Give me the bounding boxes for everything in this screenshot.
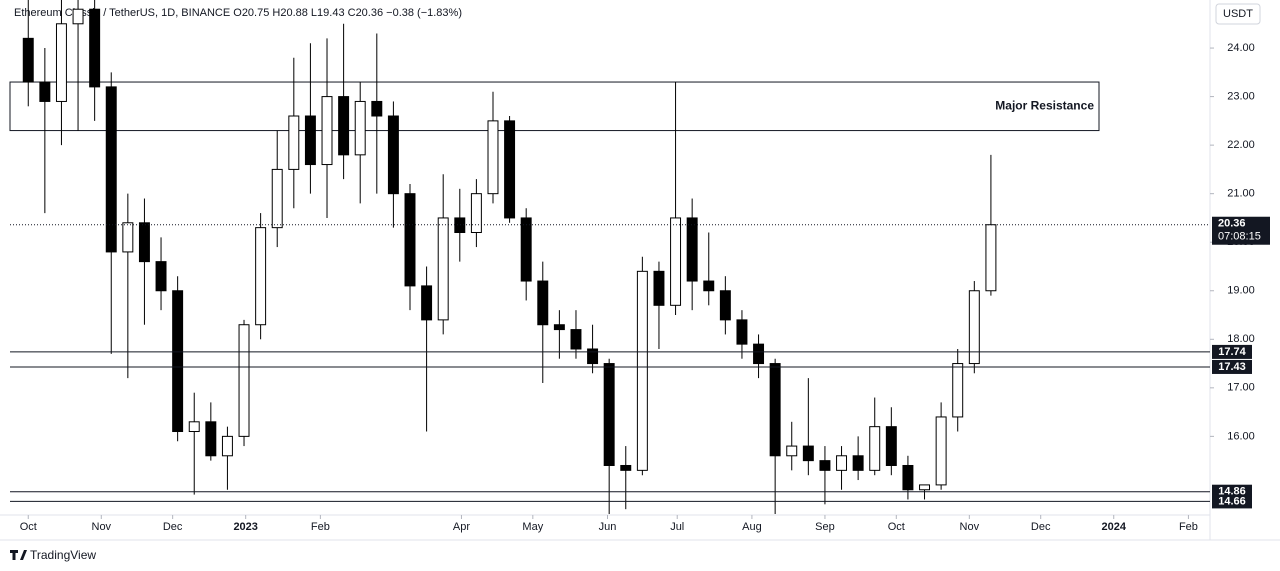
x-tick-label: Sep — [815, 521, 835, 533]
level-label: 17.43 — [1218, 361, 1246, 373]
candle-body — [603, 363, 615, 466]
candle-body — [89, 8, 101, 88]
y-tick-label: 21.00 — [1227, 188, 1255, 200]
candle-body — [271, 168, 283, 229]
candle-body — [371, 100, 383, 117]
candle-body — [437, 217, 449, 321]
candle-body — [155, 261, 167, 292]
candle-body — [122, 222, 134, 253]
y-tick-label: 18.00 — [1227, 333, 1255, 345]
y-tick-label: 16.00 — [1227, 430, 1255, 442]
candle-body — [985, 224, 997, 292]
candle-body — [205, 421, 217, 457]
y-tick-label: 24.00 — [1227, 42, 1255, 54]
candle-body — [470, 193, 482, 234]
candle-body — [55, 23, 67, 102]
y-tick-label: 17.00 — [1227, 382, 1255, 394]
brand-logo — [10, 550, 27, 560]
y-tick-label: 23.00 — [1227, 90, 1255, 102]
candle-body — [354, 100, 366, 156]
candle-body — [968, 290, 980, 365]
brand: TradingView — [30, 548, 96, 562]
x-tick-label: Oct — [888, 521, 905, 533]
candle-body — [72, 8, 84, 25]
candle-body — [553, 324, 565, 331]
x-tick-label: May — [522, 521, 543, 533]
candle-body — [304, 115, 316, 166]
x-tick-label: Dec — [163, 521, 183, 533]
currency-box — [1215, 3, 1261, 25]
y-tick-label: 22.00 — [1227, 139, 1255, 151]
candle-body — [852, 455, 864, 471]
y-tick-label: 19.00 — [1227, 285, 1255, 297]
candle-body — [39, 81, 51, 102]
price-label-box — [1212, 216, 1270, 245]
candle-body — [736, 319, 748, 345]
candle-body — [537, 280, 549, 326]
candle-body — [338, 96, 350, 156]
candle-body — [952, 363, 964, 418]
candle-body — [653, 270, 665, 306]
candle-body — [387, 115, 399, 195]
candle-body — [570, 329, 582, 350]
x-tick-label: Dec — [1031, 521, 1051, 533]
x-tick-label: Apr — [453, 521, 470, 533]
x-tick-label: Oct — [20, 521, 37, 533]
candle-body — [238, 324, 250, 437]
x-tick-label: Nov — [960, 521, 980, 533]
candle-body — [138, 222, 150, 263]
level-label-box — [1212, 359, 1252, 374]
candle-body — [504, 120, 516, 219]
price-label: 20.36 — [1218, 218, 1246, 230]
candle-body — [636, 270, 648, 471]
candle-body — [620, 464, 632, 471]
x-tick-label: Feb — [1179, 521, 1198, 533]
x-tick-label: Nov — [92, 521, 112, 533]
candle-body — [321, 96, 333, 166]
level-label-box — [1212, 494, 1252, 509]
level-label: 17.74 — [1218, 346, 1246, 358]
candle-body — [188, 421, 200, 433]
candle-body — [869, 426, 881, 471]
candle-body — [919, 484, 931, 491]
candle-body — [686, 217, 698, 282]
candle-body — [719, 290, 731, 321]
level-label: 14.66 — [1218, 495, 1246, 507]
x-tick-label: 2023 — [233, 521, 257, 533]
x-tick-label: 2024 — [1101, 521, 1126, 533]
candle-body — [819, 460, 831, 471]
x-tick-label: Jun — [599, 521, 617, 533]
x-tick-label: Feb — [311, 521, 330, 533]
candle-body — [105, 86, 117, 253]
candle-body — [520, 217, 532, 282]
candle-body — [172, 290, 184, 433]
candle-body — [487, 120, 499, 195]
candle-body — [802, 445, 814, 462]
currency: USDT — [1223, 8, 1253, 20]
level-label-box — [1212, 344, 1252, 359]
candle-body — [769, 363, 781, 457]
candle-body — [902, 464, 914, 491]
candle-body — [935, 416, 947, 486]
zone-label: Major Resistance — [995, 98, 1094, 112]
resistance-zone — [9, 81, 1100, 132]
candle-body — [587, 348, 599, 365]
x-tick-label: Jul — [670, 521, 684, 533]
candle-body — [836, 455, 848, 471]
candle-body — [786, 445, 798, 457]
chart-header: Ethereum Classic / TetherUS, 1D, BINANCE… — [14, 7, 462, 19]
candle-body — [670, 217, 682, 306]
candle-body — [703, 280, 715, 292]
candle-body — [404, 193, 416, 287]
candle-body — [421, 285, 433, 321]
countdown: 07:08:15 — [1218, 231, 1261, 243]
candle-body — [255, 227, 267, 326]
candle-body — [885, 426, 897, 466]
candle-body — [753, 343, 765, 365]
candle-body — [288, 115, 300, 170]
x-tick-label: Aug — [742, 521, 762, 533]
candle-body — [22, 37, 34, 83]
candle-body — [221, 435, 233, 457]
